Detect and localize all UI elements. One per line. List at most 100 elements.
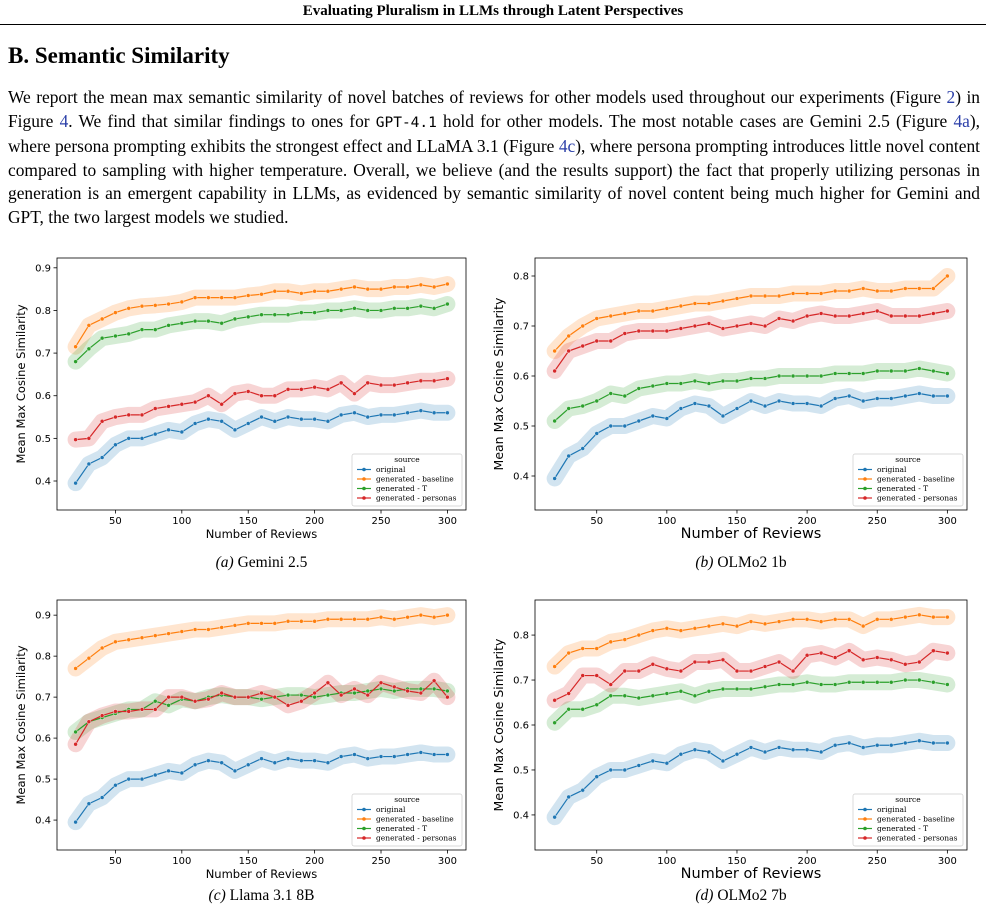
data-point bbox=[272, 419, 277, 424]
data-point bbox=[272, 289, 277, 294]
x-tick-label: 300 bbox=[938, 856, 957, 867]
data-point bbox=[832, 743, 838, 748]
legend-marker bbox=[863, 496, 867, 500]
data-point bbox=[622, 767, 627, 773]
data-point bbox=[664, 381, 670, 386]
data-point bbox=[931, 311, 936, 316]
data-point bbox=[580, 673, 585, 678]
data-point bbox=[365, 286, 370, 292]
data-point bbox=[219, 625, 224, 630]
legend-marker bbox=[362, 836, 366, 840]
data-point bbox=[325, 419, 331, 424]
data-point bbox=[445, 694, 450, 700]
data-point bbox=[917, 738, 922, 743]
data-point bbox=[875, 396, 880, 401]
data-point bbox=[418, 690, 424, 696]
data-point bbox=[594, 774, 599, 779]
data-point bbox=[272, 621, 277, 626]
figure-link[interactable]: 2 bbox=[946, 87, 956, 107]
data-point bbox=[566, 650, 571, 656]
data-point bbox=[192, 295, 198, 300]
data-point bbox=[636, 328, 641, 334]
data-point bbox=[917, 391, 922, 396]
data-point bbox=[861, 657, 866, 663]
data-point bbox=[790, 747, 796, 752]
data-point bbox=[338, 308, 344, 313]
data-point bbox=[776, 682, 782, 687]
data-point bbox=[285, 387, 291, 392]
data-point bbox=[580, 446, 585, 451]
data-point bbox=[875, 368, 880, 374]
data-point bbox=[153, 303, 158, 308]
data-point bbox=[734, 668, 740, 674]
data-point bbox=[325, 692, 331, 698]
data-point bbox=[832, 396, 838, 401]
data-point bbox=[206, 393, 211, 398]
data-point bbox=[312, 758, 317, 763]
data-point bbox=[664, 761, 670, 766]
data-point bbox=[166, 404, 171, 409]
text: ), where persona prompting exhibits the … bbox=[8, 110, 980, 157]
y-tick-label: 0.6 bbox=[35, 734, 51, 745]
y-tick-label: 0.5 bbox=[513, 422, 529, 433]
data-point bbox=[748, 668, 754, 674]
x-tick-label: 250 bbox=[868, 856, 887, 867]
data-point bbox=[552, 418, 557, 424]
legend-marker bbox=[863, 807, 867, 812]
legend-label: generated - T bbox=[376, 824, 427, 833]
caption-text: OLMo2 7b bbox=[717, 887, 787, 904]
legend-marker bbox=[362, 807, 366, 812]
y-tick-label: 0.7 bbox=[513, 322, 529, 333]
data-point bbox=[720, 686, 726, 692]
data-point bbox=[246, 762, 251, 767]
data-point bbox=[650, 328, 656, 334]
data-point bbox=[804, 313, 810, 319]
data-point bbox=[392, 688, 397, 694]
data-point bbox=[832, 617, 838, 622]
figure-link[interactable]: 4a bbox=[953, 110, 970, 131]
y-tick-label: 0.8 bbox=[513, 272, 529, 283]
data-point bbox=[179, 629, 185, 634]
data-point bbox=[804, 680, 810, 685]
data-point bbox=[692, 747, 698, 752]
data-point bbox=[418, 282, 424, 288]
data-point bbox=[776, 398, 782, 404]
data-point bbox=[285, 692, 291, 698]
data-point bbox=[594, 702, 599, 707]
data-point bbox=[846, 313, 852, 319]
data-point bbox=[232, 427, 238, 433]
data-point bbox=[445, 752, 450, 757]
section-title: B. Semantic Similarity bbox=[8, 43, 230, 68]
data-point bbox=[166, 703, 171, 708]
data-point bbox=[636, 695, 641, 701]
figure-link[interactable]: 4 bbox=[59, 110, 69, 131]
running-header: Evaluating Pluralism in LLMs through Lat… bbox=[302, 3, 684, 19]
data-point bbox=[945, 650, 950, 656]
data-point bbox=[338, 412, 344, 418]
data-point bbox=[762, 684, 768, 689]
data-point bbox=[650, 693, 656, 698]
data-point bbox=[790, 682, 796, 687]
figure-link[interactable]: 4c bbox=[558, 136, 576, 157]
legend-label: generated - T bbox=[376, 484, 427, 493]
data-point bbox=[153, 406, 158, 411]
data-point bbox=[889, 288, 894, 294]
legend-marker bbox=[863, 486, 867, 491]
data-point bbox=[622, 393, 627, 399]
data-point bbox=[126, 637, 131, 642]
data-point bbox=[405, 688, 410, 694]
data-point bbox=[153, 699, 158, 704]
data-point bbox=[445, 612, 450, 618]
data-point bbox=[126, 776, 131, 782]
data-point bbox=[903, 662, 908, 667]
data-point bbox=[706, 659, 712, 665]
data-point bbox=[299, 758, 304, 763]
data-point bbox=[179, 694, 185, 700]
x-tick-label: 300 bbox=[938, 516, 957, 527]
data-point bbox=[299, 416, 304, 422]
x-tick-label: 250 bbox=[371, 856, 390, 867]
data-point bbox=[678, 406, 684, 411]
data-point bbox=[312, 619, 317, 624]
data-point bbox=[734, 752, 740, 757]
